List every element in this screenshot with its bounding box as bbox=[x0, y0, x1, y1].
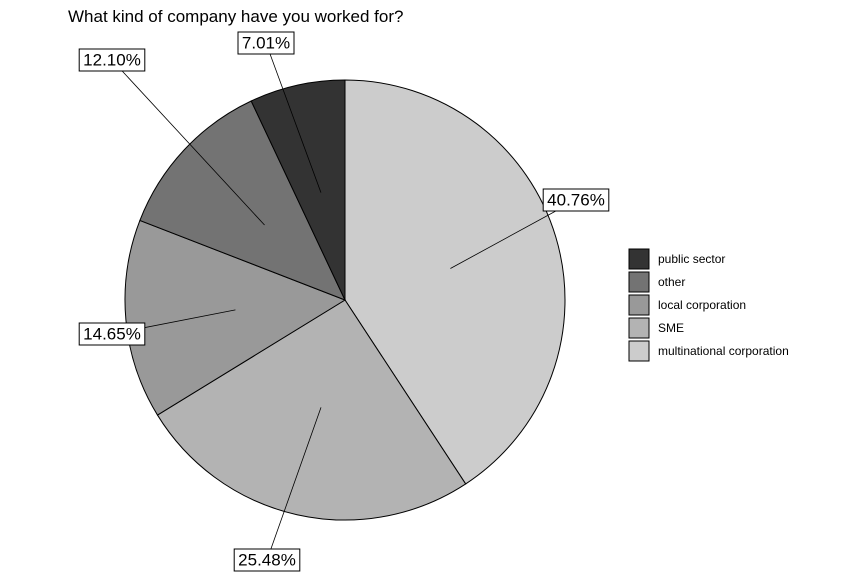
legend-label-multinational-corporation: multinational corporation bbox=[658, 344, 789, 358]
pie-slices bbox=[124, 79, 566, 521]
legend-key-other bbox=[628, 271, 650, 293]
slice-labels: 40.76% 25.48% 14.65% 12.10% 7.01% bbox=[78, 31, 610, 572]
legend: public sector other local corporation SME mu… bbox=[628, 248, 789, 362]
slice-label-box-public-sector bbox=[237, 31, 295, 55]
chart-title: What kind of company have you worked for… bbox=[68, 7, 403, 26]
slice-label-public-sector: 7.01% bbox=[242, 34, 290, 53]
pie-slice-sme bbox=[156, 299, 467, 521]
slice-label-sme: 25.48% bbox=[238, 551, 296, 570]
legend-key-public-sector bbox=[628, 248, 650, 270]
slice-label-box-local-corporation bbox=[78, 322, 146, 346]
legend-key-local-corporation bbox=[628, 294, 650, 316]
pie-slice-other bbox=[139, 100, 346, 301]
legend-key-multinational-corporation bbox=[628, 340, 650, 362]
legend-label-local-corporation: local corporation bbox=[658, 298, 746, 312]
leader-line-public-sector bbox=[265, 42, 322, 193]
pie-slice-public-sector bbox=[250, 79, 346, 301]
pie-slice-local-corporation bbox=[124, 219, 347, 416]
slice-label-box-other bbox=[78, 48, 146, 72]
leader-line-other bbox=[111, 59, 265, 226]
slice-label-box-multinational-corporation bbox=[542, 188, 610, 212]
legend-label-other: other bbox=[658, 275, 685, 289]
slice-label-other: 12.10% bbox=[83, 51, 141, 70]
slice-label-local-corporation: 14.65% bbox=[83, 325, 141, 344]
legend-label-sme: SME bbox=[658, 321, 684, 335]
slice-label-box-sme bbox=[233, 548, 301, 572]
legend-key-sme bbox=[628, 317, 650, 339]
leader-line-sme bbox=[266, 407, 322, 561]
legend-label-public-sector: public sector bbox=[658, 252, 725, 266]
slice-label-multinational-corporation: 40.76% bbox=[547, 191, 605, 210]
